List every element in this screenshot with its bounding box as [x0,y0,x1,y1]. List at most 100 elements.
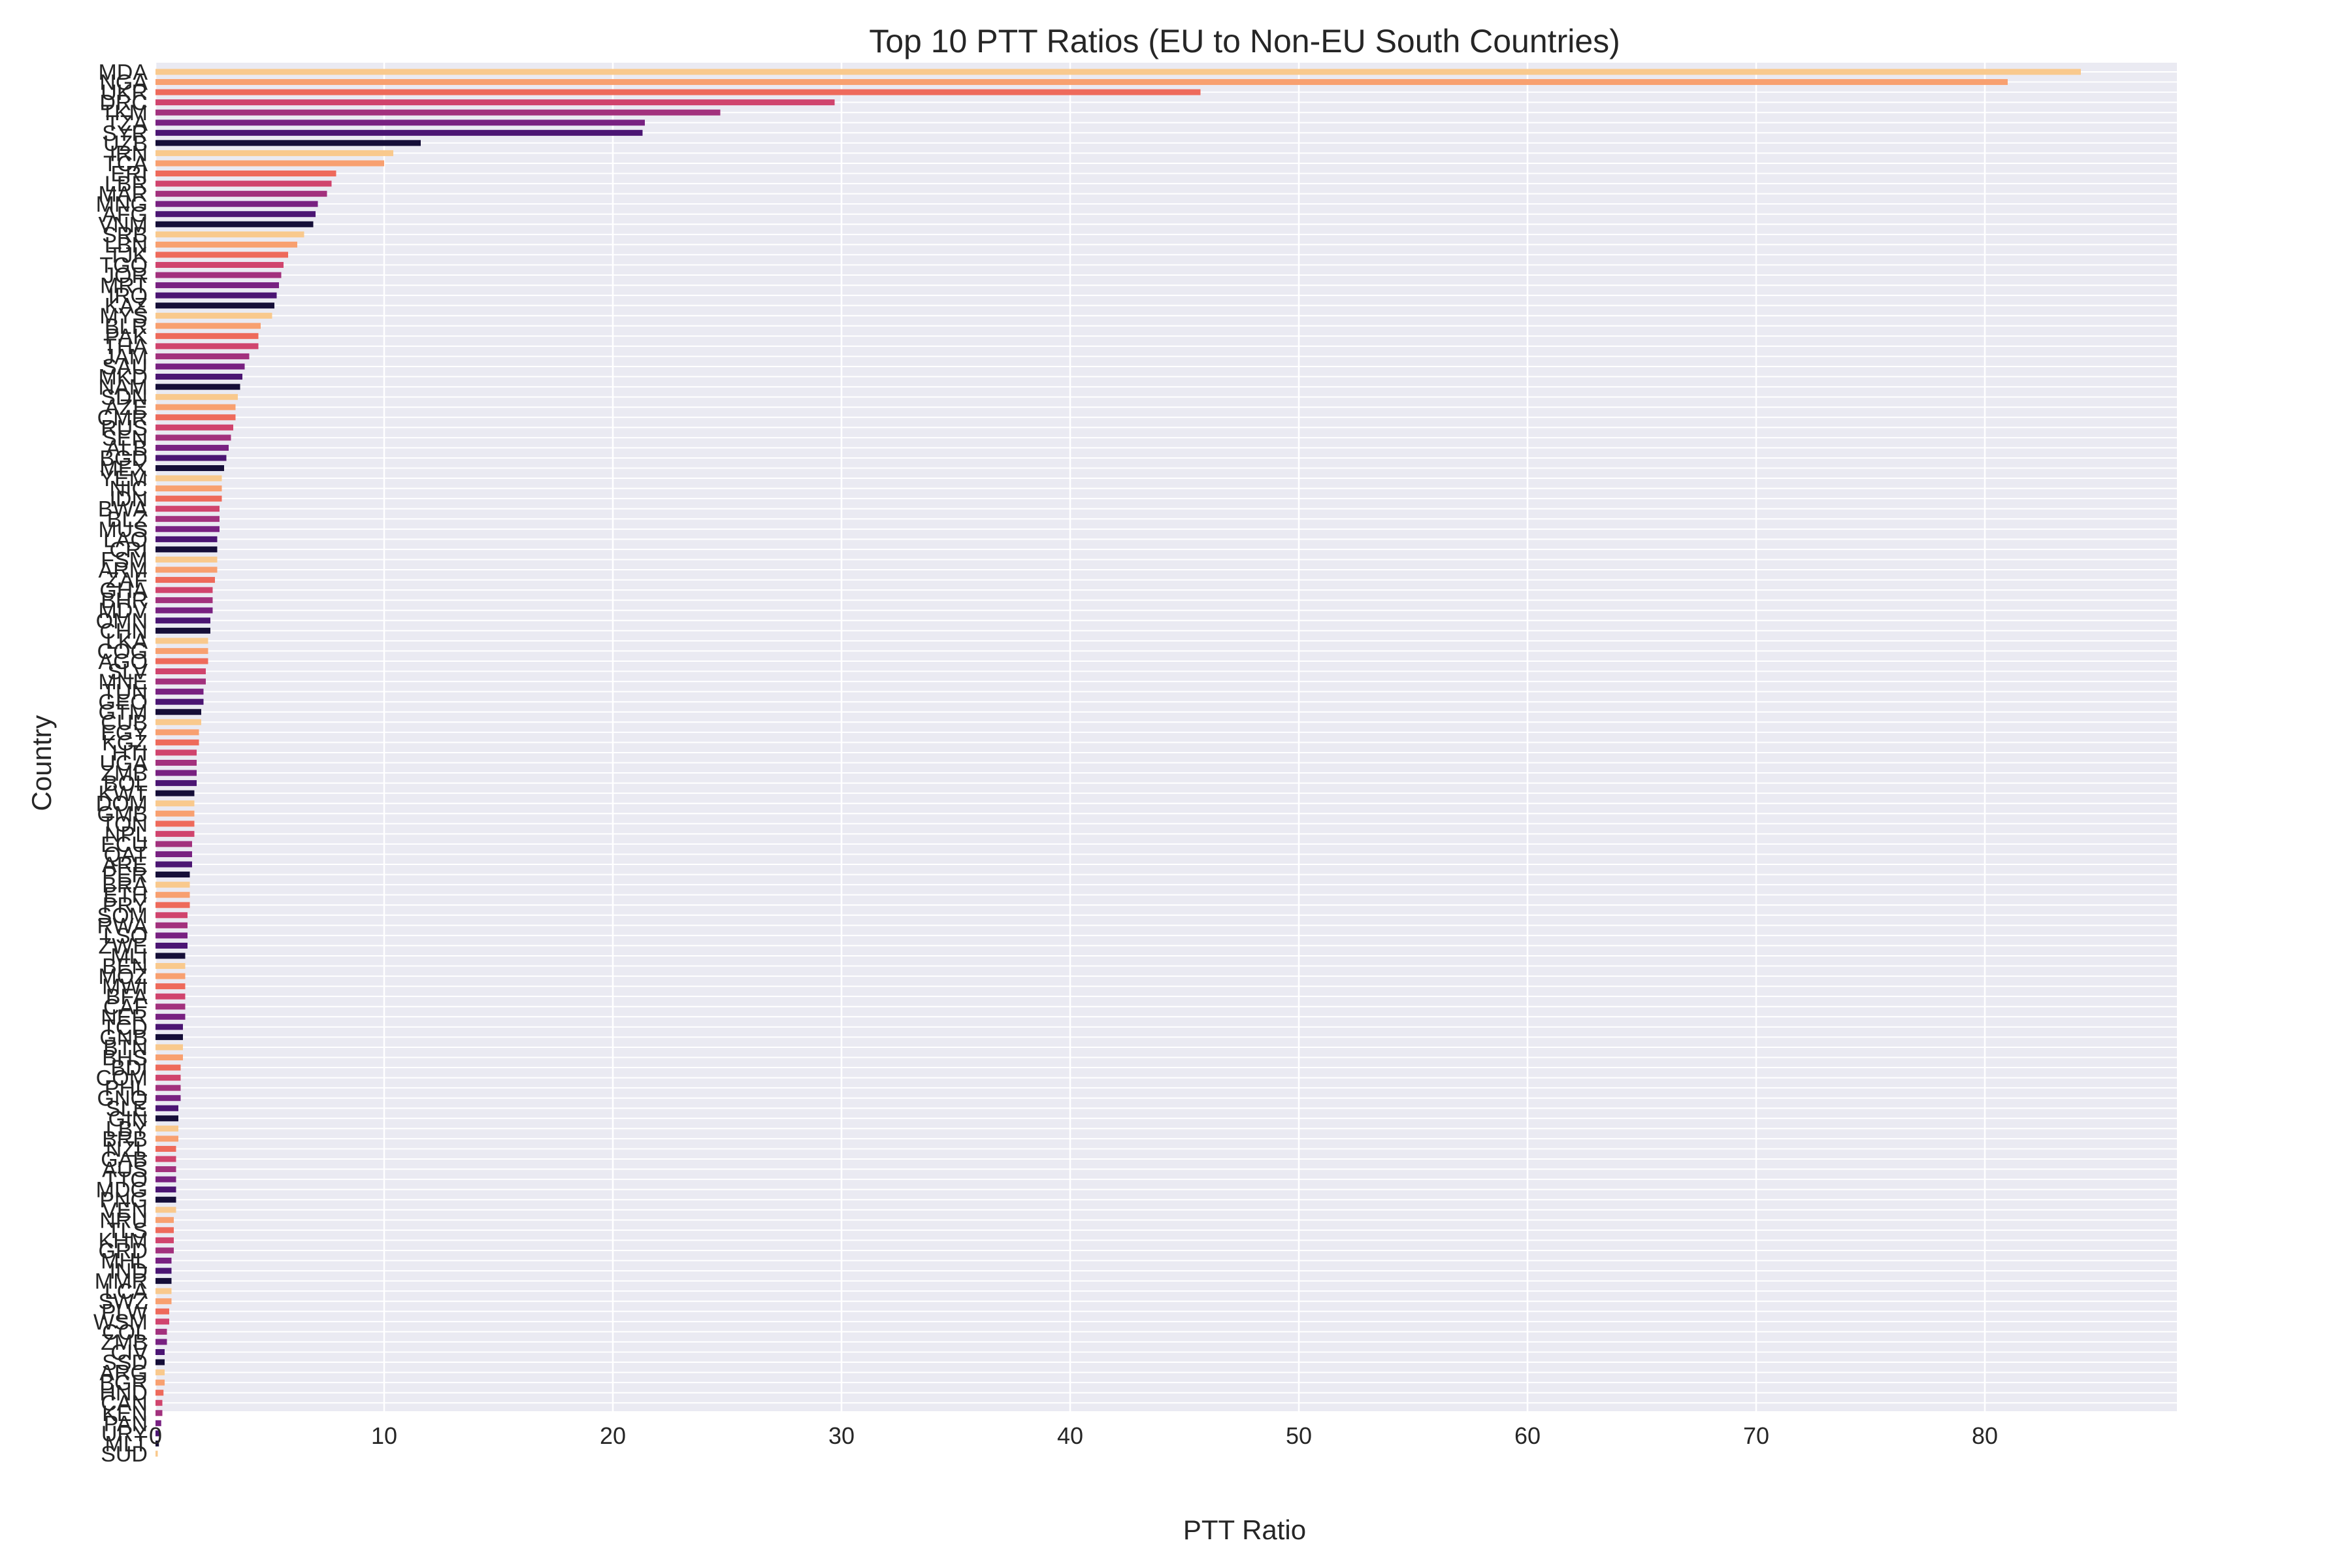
bar-blz [155,515,220,522]
y-tick-label: LSO [103,924,148,949]
y-tick-label: DRC [99,91,148,116]
y-tick-label: SWZ [98,1290,148,1315]
bar-nga [155,79,2008,86]
y-tick-label: HTI [112,741,148,766]
y-tick-label: KEN [102,1401,148,1426]
bar-mli [155,953,186,959]
bar-tza [155,120,645,126]
y-tick-label: CHN [99,619,148,644]
bar-uzb [155,140,421,146]
y-tick-label: MRT [100,274,148,299]
x-axis-label: PTT Ratio [1183,1514,1306,1545]
y-tick-label: TKM [101,101,148,125]
bar-hnd [155,1390,164,1396]
bar-mar [155,191,327,197]
y-tick-label: RWA [97,913,148,938]
y-tick-label: VEN [102,1198,148,1223]
y-tick-label: MDG [96,1178,148,1203]
bar-dom [155,800,195,807]
y-tick-label: BTN [103,1036,148,1060]
y-tick-label: EGY [101,721,148,745]
bar-gnq [155,1095,181,1102]
bar-geo [155,698,204,705]
y-tick-label: BGD [99,446,148,471]
y-tick-label: IRQ [108,284,148,308]
y-tick-label: PNG [99,1188,148,1213]
y-tick-label: UGA [99,751,148,776]
bar-phl [155,1085,181,1091]
bar-npl [155,830,195,837]
y-tick-label: MKD [98,365,148,390]
y-tick-label: UZB [103,131,148,156]
bar-gin [155,1115,178,1122]
y-tick-label: IND [109,1259,148,1284]
bar-omn [155,617,210,624]
y-tick-label: CAF [103,995,148,1020]
bar-rwa [155,922,188,928]
bar-mus [155,526,220,532]
bar-egy [155,729,199,736]
y-tick-label: UKR [101,80,148,105]
x-tick-label: 80 [1972,1422,1998,1449]
y-tick-label: MLT [105,1431,148,1456]
y-tick-label: KWT [98,781,148,806]
x-tick-label: 0 [149,1422,162,1449]
grid-lines [154,63,2177,1454]
y-tick-label: TGO [99,253,148,278]
bar-aze [155,404,236,410]
y-tick-label: LCA [105,1279,148,1304]
bar-lso [155,932,188,939]
y-tick-label: MEX [99,457,148,482]
y-tick-label: LKA [106,629,148,654]
y-tick-labels: MDANGAUKRDRCTKMTZASYRUZBIRNTCAERILBRMARM… [93,60,148,1467]
x-tick-label: 20 [600,1422,626,1449]
y-tick-label: HND [99,1381,148,1406]
bar-mkd [155,374,242,380]
y-tick-label: BRB [102,1127,148,1152]
chart-title: Top 10 PTT Ratios (EU to Non-EU South Co… [869,23,1620,59]
bar-pak [155,333,259,339]
bar-tgo [155,261,284,268]
bar-tca [155,160,384,167]
y-tick-label: SAU [102,355,148,380]
bar-kaz [155,302,274,309]
bars [155,69,2081,1457]
bar-yem [155,475,222,482]
y-tick-label: TCD [102,1015,148,1040]
bar-nic [155,485,222,492]
bar-civ [155,1348,165,1355]
y-tick-label: LBY [106,1117,148,1141]
bar-ukr [155,89,1201,95]
y-tick-label: MMR [95,1269,148,1294]
bar-blr [155,323,261,329]
y-tick-label: LBR [105,172,148,197]
y-tick-label: AFG [102,203,148,227]
bar-lca [155,1288,172,1294]
y-tick-label: BDI [110,1056,148,1081]
bar-zwe [155,942,188,949]
bar-sdn [155,394,238,400]
bar-ury [155,1430,160,1437]
y-tick-label: BHR [101,589,148,613]
bar-qat [155,851,192,857]
y-tick-label: PLW [101,1299,148,1324]
bar-gtm [155,709,201,715]
y-tick-label: MDA [98,60,148,85]
bar-srb [155,231,304,238]
y-tick-label: THA [103,335,148,359]
bar-kwt [155,790,195,796]
bar-png [155,1196,176,1203]
bar-mmr [155,1278,172,1284]
y-tick-label: GTM [98,700,148,725]
y-tick-label: BOL [103,772,148,796]
bar-wsm [155,1318,169,1325]
y-tick-label: COM [96,1066,148,1091]
bar-can [155,1399,163,1406]
bar-tha [155,343,259,350]
y-tick-label: CIV [110,1340,148,1365]
bar-lao [155,536,218,542]
bar-vnm [155,221,314,227]
y-tick-label: SLE [106,1096,148,1121]
bar-uga [155,759,197,766]
